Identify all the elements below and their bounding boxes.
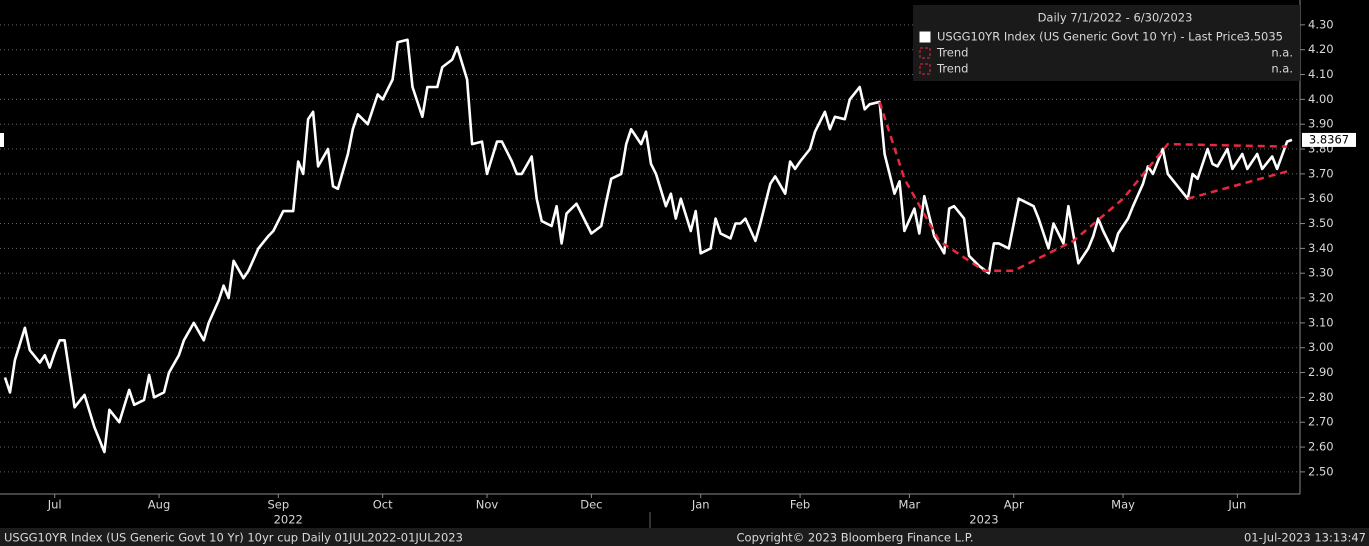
legend-value: 3.5035 xyxy=(1243,30,1283,44)
trend-line xyxy=(878,101,1288,272)
footer-left: USGG10YR Index (US Generic Govt 10 Yr) 1… xyxy=(4,531,463,545)
x-tick-label: Dec xyxy=(580,498,602,512)
x-tick-label: Sep xyxy=(267,498,289,512)
footer-bar xyxy=(0,528,1369,546)
legend-swatch xyxy=(919,47,931,59)
y-tick-label: 4.00 xyxy=(1308,92,1334,106)
trend-line xyxy=(1187,170,1288,200)
y-tick-label: 4.30 xyxy=(1308,17,1334,31)
y-tick-label: 2.60 xyxy=(1308,440,1334,454)
legend-label: USGG10YR Index (US Generic Govt 10 Yr) -… xyxy=(937,30,1244,44)
x-tick-label: May xyxy=(1111,498,1135,512)
y-tick-label: 3.60 xyxy=(1308,191,1334,205)
x-tick-label: Jan xyxy=(691,498,710,512)
y-tick-label: 3.70 xyxy=(1308,166,1334,180)
y-tick-label: 3.10 xyxy=(1308,315,1334,329)
y-tick-label: 3.20 xyxy=(1308,291,1334,305)
legend-label: Trend xyxy=(936,46,968,60)
y-tick-label: 4.20 xyxy=(1308,42,1334,56)
x-tick-label: Apr xyxy=(1004,498,1024,512)
x-tick-label: Mar xyxy=(899,498,921,512)
last-value-label: 3.8367 xyxy=(1309,132,1349,146)
y-tick-label: 3.00 xyxy=(1308,340,1334,354)
x-tick-label: Jul xyxy=(47,498,62,512)
plot-area xyxy=(0,24,1300,473)
legend-label: Trend xyxy=(936,62,968,76)
y-tick-label: 3.40 xyxy=(1308,241,1334,255)
year-label: 2022 xyxy=(274,513,303,527)
y-tick-label: 2.90 xyxy=(1308,365,1334,379)
legend-swatch xyxy=(919,63,931,75)
left-marker xyxy=(0,133,4,147)
x-tick-label: Feb xyxy=(790,498,810,512)
x-tick-label: Nov xyxy=(476,498,499,512)
y-tick-label: 3.30 xyxy=(1308,266,1334,280)
footer-center: Copyright© 2023 Bloomberg Finance L.P. xyxy=(737,531,974,545)
y-tick-label: 2.80 xyxy=(1308,390,1334,404)
y-tick-label: 4.10 xyxy=(1308,67,1334,81)
y-tick-label: 3.90 xyxy=(1308,117,1334,131)
x-tick-label: Jun xyxy=(1227,498,1246,512)
price-line xyxy=(3,38,1293,454)
footer-right: 01-Jul-2023 13:13:47 xyxy=(1244,531,1366,545)
legend-value: n.a. xyxy=(1271,62,1293,76)
x-tick-label: Aug xyxy=(148,498,170,512)
legend-value: n.a. xyxy=(1271,46,1293,60)
legend-box xyxy=(913,5,1300,81)
legend-title: Daily 7/1/2022 - 6/30/2023 xyxy=(1038,11,1193,25)
x-tick-label: Oct xyxy=(373,498,393,512)
y-tick-label: 3.50 xyxy=(1308,216,1334,230)
last-value-box xyxy=(1302,132,1356,147)
year-label: 2023 xyxy=(969,513,998,527)
y-tick-label: 2.70 xyxy=(1308,415,1334,429)
y-tick-label: 2.50 xyxy=(1308,464,1334,478)
legend-swatch xyxy=(919,31,931,43)
